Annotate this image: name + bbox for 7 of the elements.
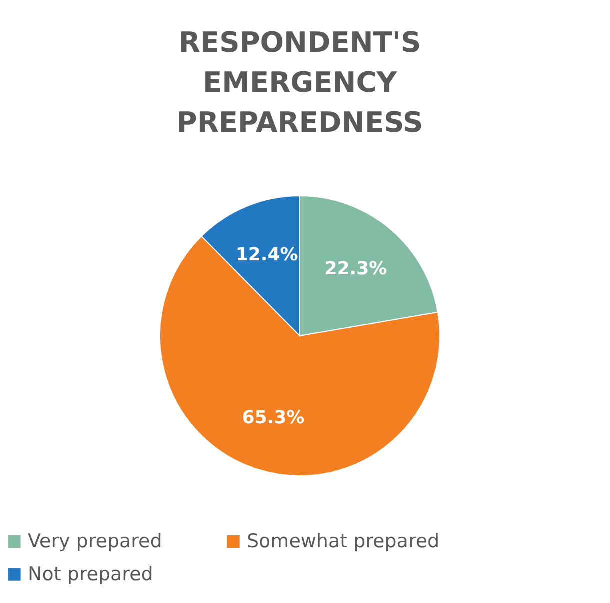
data-label: 22.3% [324, 258, 388, 280]
legend-label: Very prepared [28, 530, 162, 553]
legend-label: Somewhat prepared [247, 530, 440, 553]
chart-title: RESPONDENT'S EMERGENCY PREPAREDNESS [176, 26, 424, 139]
data-label: 65.3% [242, 408, 305, 429]
legend-label: Not prepared [28, 564, 154, 586]
data-label: 12.4% [236, 244, 298, 266]
